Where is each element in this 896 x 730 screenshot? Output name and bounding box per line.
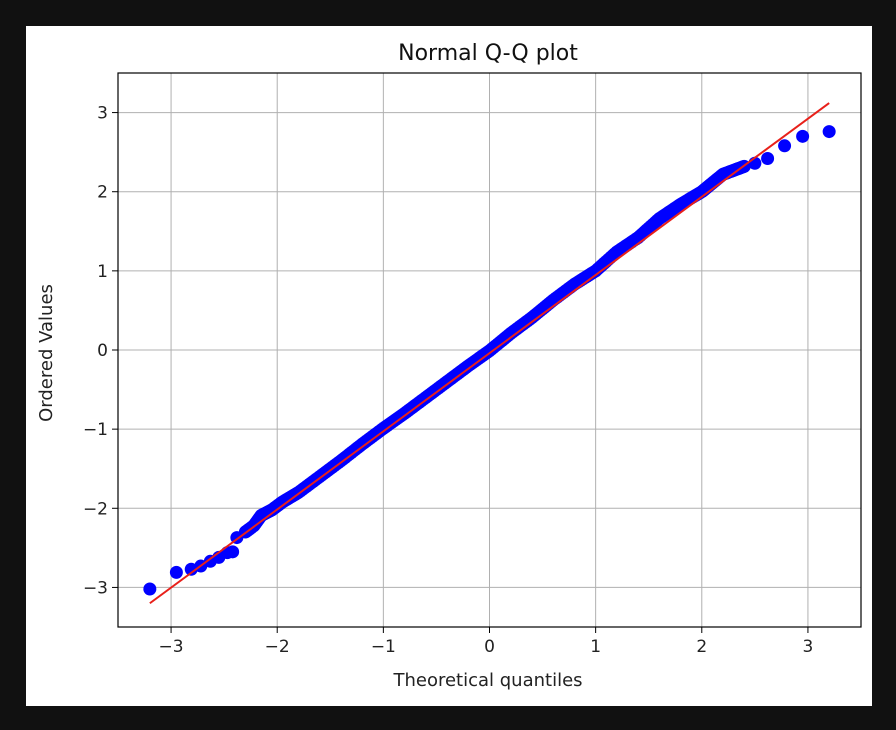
y-tick-label: 1 [97,262,108,282]
data-point [226,545,240,559]
fit-line-group [149,102,830,605]
y-tick-label: 3 [97,104,108,124]
y-axis-ticks: −3 −2 −1 0 1 2 3 [83,104,118,598]
x-tick-label: 3 [803,637,814,657]
y-tick-label: −1 [83,420,108,440]
x-axis-ticks: −3 −2 −1 0 1 2 3 [159,627,814,657]
x-axis-label: Theoretical quantiles [392,670,582,691]
fit-line [149,102,830,605]
data-point [761,151,775,165]
data-point [169,565,183,579]
x-tick-label: −2 [265,637,290,657]
x-tick-label: 0 [484,637,495,657]
data-point [778,139,792,153]
x-tick-label: 2 [696,637,707,657]
y-tick-label: 0 [97,341,108,361]
y-tick-label: −3 [83,578,108,598]
y-tick-label: 2 [97,183,108,203]
chart-title: Normal Q-Q plot [398,41,578,66]
y-axis-label: Ordered Values [36,284,57,422]
x-tick-label: −1 [371,637,396,657]
x-tick-label: −3 [159,637,184,657]
qq-plot: −3 −2 −1 0 1 2 3 −3 −2 −1 0 1 2 3 Normal Q-Q plot Th… [36,41,862,691]
grid-lines [118,73,861,627]
y-tick-label: −2 [83,499,108,519]
x-tick-label: 1 [590,637,601,657]
chart-canvas: −3 −2 −1 0 1 2 3 −3 −2 −1 0 1 2 3 Normal Q-Q plot Th… [26,26,872,706]
data-point [822,125,836,139]
data-point [796,129,810,143]
data-point [143,582,157,596]
